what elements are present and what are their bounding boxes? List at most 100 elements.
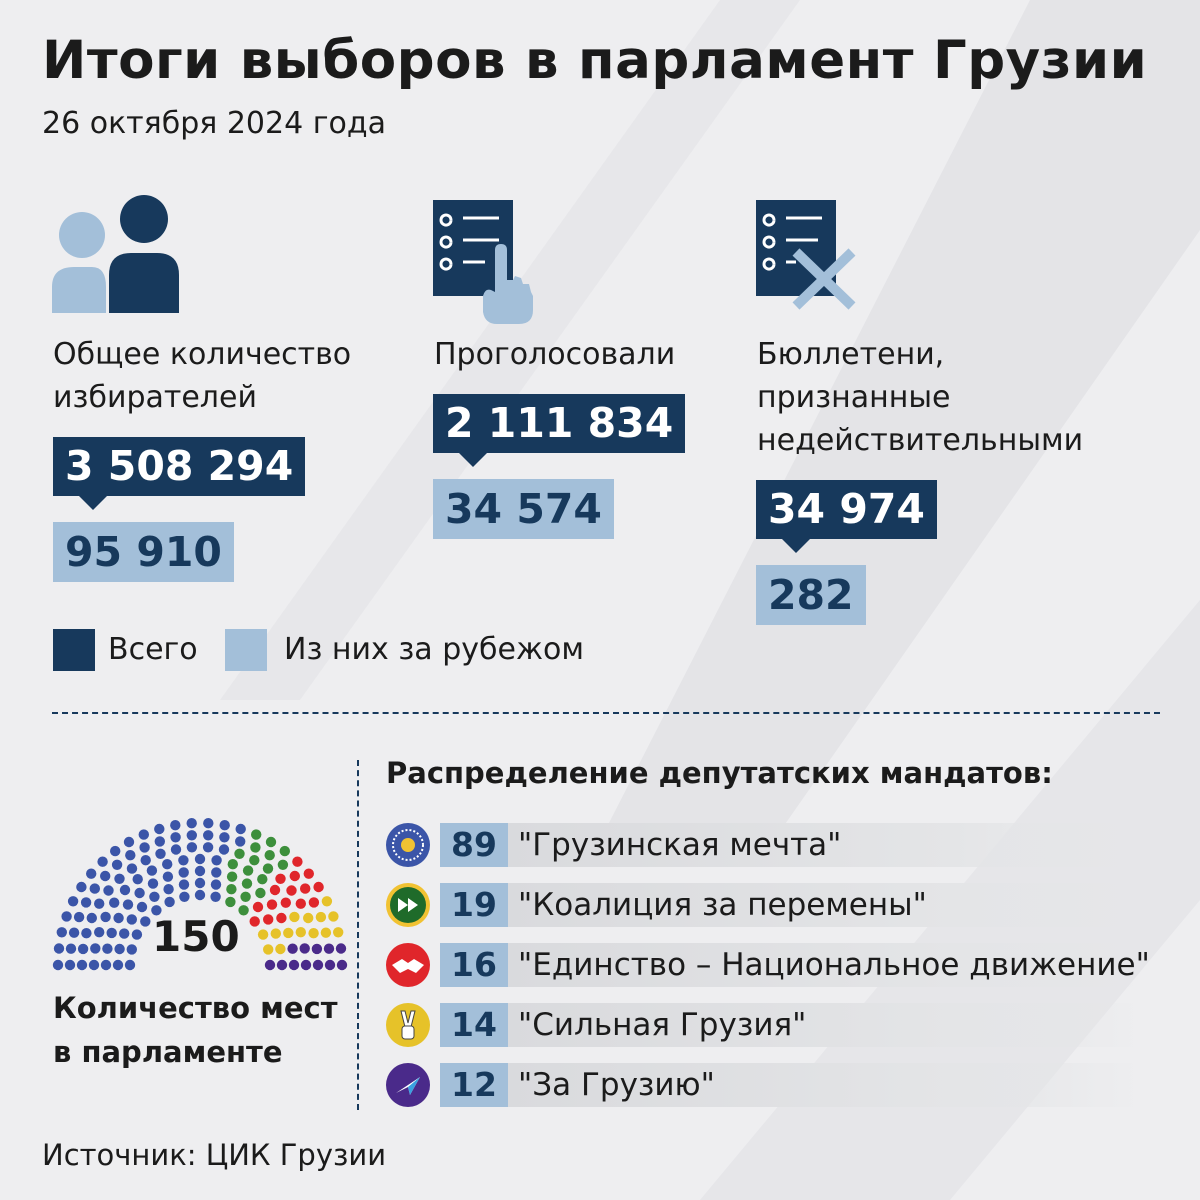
seat-dot — [170, 844, 182, 855]
stat-total-voted: 2 111 834 — [433, 394, 686, 467]
party-row: 16 "Единство – Национальное движение" — [384, 943, 1160, 987]
seat-dot — [162, 871, 174, 882]
seat-dot — [194, 853, 206, 865]
seat-dot — [288, 959, 300, 971]
seat-dot — [86, 868, 97, 879]
stat-abroad-invalid: 282 — [756, 565, 866, 625]
strong-georgia-logo-icon — [386, 1003, 430, 1047]
party-seats: 89 — [440, 823, 508, 867]
party-seats: 14 — [440, 1003, 508, 1047]
seat-dot — [126, 944, 137, 955]
seat-dot — [289, 911, 300, 923]
party-bar — [508, 883, 1144, 927]
seat-dot — [250, 842, 261, 853]
seat-dot — [321, 896, 333, 907]
seat-dot — [203, 818, 214, 829]
seat-dot — [113, 912, 124, 924]
seat-dot — [277, 859, 289, 870]
seat-dot — [286, 885, 297, 896]
page-title: Итоги выборов в парламент Грузии — [42, 30, 1148, 91]
seat-dot — [122, 899, 134, 910]
seat-dot — [186, 818, 197, 829]
seat-dot — [186, 842, 198, 853]
seat-dot — [210, 879, 222, 890]
seat-dot — [263, 914, 274, 925]
seat-dot — [275, 943, 286, 955]
seat-dot — [335, 943, 347, 954]
stat-total-invalid: 34 974 — [756, 480, 937, 553]
seat-dot — [134, 887, 145, 899]
unity-handshake-logo-icon — [386, 943, 430, 987]
column-divider — [357, 760, 359, 1110]
seat-dot — [126, 863, 138, 874]
seat-dot — [119, 928, 130, 939]
stat-abroad-voted: 34 574 — [433, 479, 614, 539]
seat-dot — [328, 911, 339, 922]
distribution-title: Распределение депутатских мандатов: — [386, 756, 1053, 790]
seat-dot — [109, 897, 120, 908]
seat-dot — [147, 878, 159, 889]
seat-dot — [300, 959, 312, 971]
seat-dot — [178, 867, 189, 878]
seat-dot — [264, 850, 275, 861]
seat-dot — [136, 901, 148, 913]
seat-dot — [86, 912, 97, 924]
seat-dot — [81, 928, 92, 939]
seat-dot — [88, 959, 100, 971]
source-note: Источник: ЦИК Грузии — [42, 1138, 387, 1172]
seat-dot — [52, 959, 64, 971]
seat-dot — [65, 943, 77, 954]
seat-dot — [262, 863, 274, 874]
seat-dot — [308, 897, 320, 908]
seat-dot — [211, 855, 222, 866]
seat-dot — [53, 943, 65, 954]
legend-label-abroad: Из них за рубежом — [284, 632, 584, 667]
seat-dot — [324, 959, 336, 971]
page-subtitle: 26 октября 2024 года — [42, 106, 386, 141]
seat-dot — [315, 911, 327, 923]
seat-dot — [56, 927, 67, 938]
seat-dot — [257, 929, 269, 940]
stat-label-voted: Проголосовали — [434, 337, 676, 372]
seat-dot — [263, 944, 274, 955]
party-seats: 19 — [440, 883, 508, 927]
seat-dot — [112, 959, 124, 971]
seat-dot — [106, 927, 117, 939]
seat-dot — [132, 874, 143, 885]
seat-dot — [323, 943, 335, 954]
seat-dot — [265, 836, 277, 848]
seat-dot — [103, 885, 114, 896]
section-divider — [52, 712, 1160, 714]
stat-label-voters: Общее количество избирателей — [53, 337, 352, 415]
seat-dot — [100, 911, 111, 923]
seat-dot — [235, 823, 246, 835]
seat-dot — [238, 905, 249, 916]
stat-abroad-voters: 95 910 — [53, 522, 234, 582]
seat-dot — [131, 929, 143, 940]
stat-label-invalid: Бюллетени, признанные недействительными — [757, 337, 1084, 458]
seat-dot — [94, 927, 105, 938]
seat-dot — [114, 943, 125, 955]
party-name: "За Грузию" — [518, 1067, 715, 1103]
georgian-dream-logo-icon — [386, 823, 430, 867]
seat-dot — [240, 891, 251, 902]
seat-dot — [276, 912, 287, 924]
seat-dot — [90, 943, 101, 954]
party-bar — [508, 1063, 1144, 1107]
party-bar — [508, 1003, 1144, 1047]
seat-dot — [194, 865, 206, 877]
seat-dot — [68, 927, 80, 938]
seat-dot — [111, 859, 123, 870]
seat-dot — [100, 959, 112, 971]
ballot-vote-icon — [433, 200, 533, 324]
seat-dot — [287, 943, 298, 954]
seat-dot — [225, 896, 236, 908]
seat-dot — [164, 896, 175, 908]
seat-dot — [312, 959, 324, 971]
seat-dot — [154, 836, 165, 847]
seat-dot — [77, 943, 89, 955]
seat-dot — [179, 891, 190, 902]
seat-dot — [251, 829, 262, 840]
seat-dot — [308, 928, 319, 939]
seat-dot — [155, 848, 166, 859]
